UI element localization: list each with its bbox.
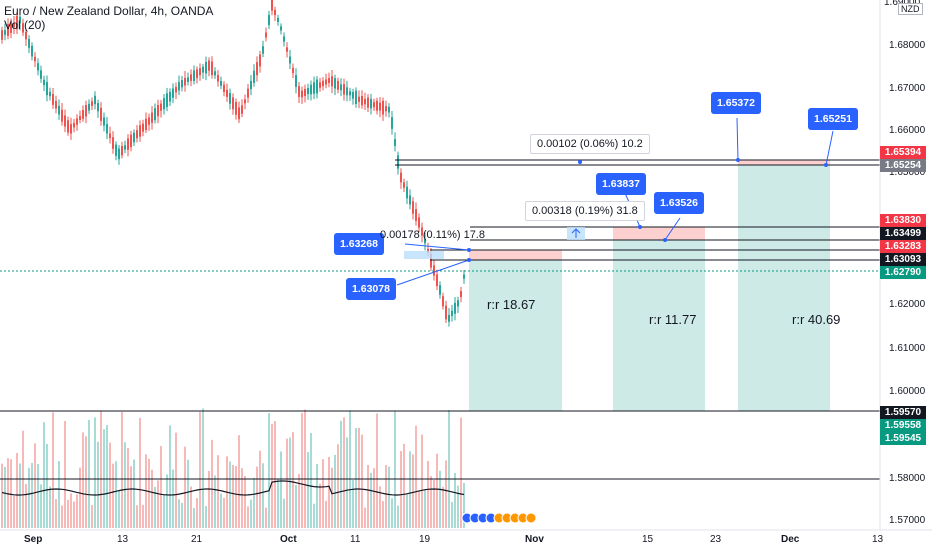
stop-zone-2[interactable]	[613, 227, 705, 240]
price-tick: 1.67000	[889, 83, 926, 94]
target-zone-2[interactable]	[613, 240, 705, 411]
time-tick: 21	[191, 534, 203, 545]
price-callout-1[interactable]: 1.65372	[711, 92, 761, 114]
price-tick: 1.57000	[889, 515, 926, 526]
risk-reward-label-3: r:r 40.69	[792, 312, 841, 327]
target-zone-3[interactable]	[738, 165, 830, 411]
price-tag: 1.63093	[880, 253, 926, 266]
price-tag: 1.59558	[880, 419, 926, 432]
risk-reward-label-1: r:r 18.67	[487, 297, 536, 312]
price-tag: 1.59545	[880, 432, 926, 445]
price-tick: 1.65000	[889, 167, 926, 178]
price-callout-3[interactable]: 1.63837	[596, 173, 646, 195]
measure-arrow-icon	[571, 228, 581, 238]
price-tick: 1.68000	[889, 40, 926, 51]
price-callout-6[interactable]: 1.63078	[346, 278, 396, 300]
price-tag: 1.59570	[880, 406, 926, 419]
price-tag: 1.63830	[880, 214, 926, 227]
symbol-title: Euro / New Zealand Dollar, 4h, OANDA	[4, 4, 214, 18]
economic-event-icon	[525, 512, 537, 524]
currency-label[interactable]: NZD	[898, 3, 923, 15]
stop-zone-1[interactable]	[469, 250, 562, 260]
price-tag: 1.65394	[880, 146, 926, 159]
chart-legend: Euro / New Zealand Dollar, 4h, OANDA Vol…	[4, 4, 213, 32]
price-tick: 1.61000	[889, 343, 926, 354]
measure-box-1[interactable]	[404, 251, 444, 259]
price-tag: 1.62790	[880, 266, 926, 279]
target-zone-1[interactable]	[469, 260, 562, 411]
price-tick: 1.60000	[889, 386, 926, 397]
time-tick: 13	[872, 534, 884, 545]
price-tick: 1.62000	[889, 299, 926, 310]
risk-reward-label-2: r:r 11.77	[649, 312, 697, 327]
price-callout-5[interactable]: 1.63268	[334, 233, 384, 255]
time-tick: Oct	[280, 534, 297, 545]
time-tick: Nov	[525, 534, 544, 545]
price-tag: 1.63283	[880, 240, 926, 253]
time-tick: 23	[710, 534, 722, 545]
price-tag: 1.65254	[880, 159, 926, 172]
price-callout-2[interactable]: 1.65251	[808, 108, 858, 130]
time-tick: 13	[117, 534, 129, 545]
price-callout-4[interactable]: 1.63526	[654, 192, 704, 214]
measure-label-2: 0.00318 (0.19%) 31.8	[525, 201, 645, 221]
time-tick: Dec	[781, 534, 800, 545]
price-tag: 1.63499	[880, 227, 926, 240]
price-tick: 1.58000	[889, 473, 926, 484]
time-tick: Sep	[24, 534, 43, 545]
stop-zone-3[interactable]	[738, 160, 830, 165]
measure-label-3: 0.00178 (0.11%) 17.8	[380, 229, 485, 241]
time-tick: 15	[642, 534, 654, 545]
volume-indicator-label: Vol (20)	[4, 18, 46, 32]
price-tick: 1.66000	[889, 125, 926, 136]
time-tick: 19	[419, 534, 431, 545]
measure-label-1: 0.00102 (0.06%) 10.2	[530, 134, 650, 154]
time-tick: 11	[350, 534, 361, 545]
